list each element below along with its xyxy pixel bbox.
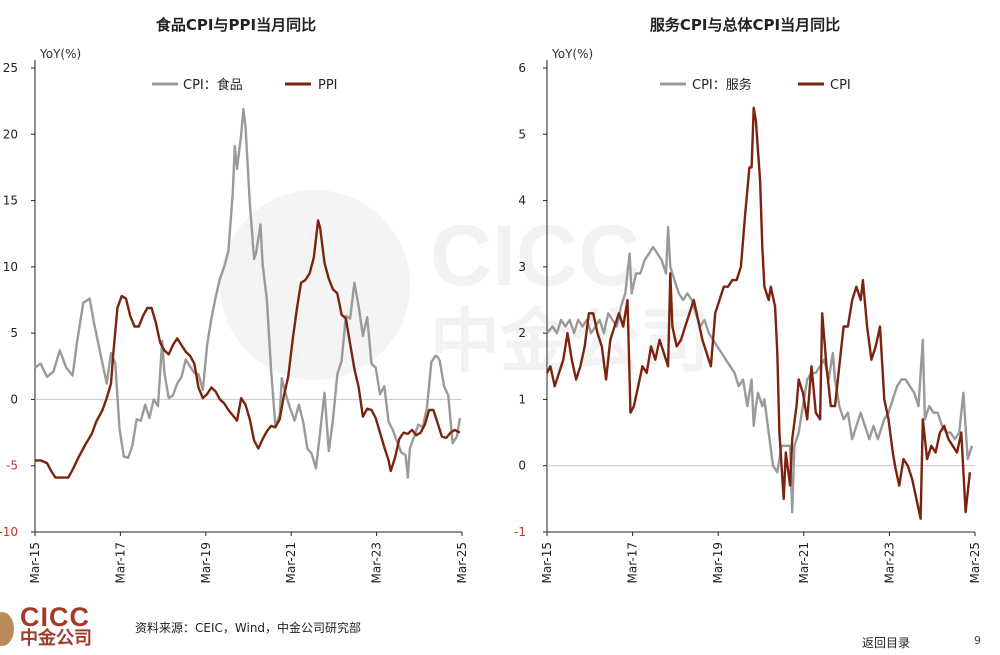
watermark-chinese: 中金公司	[430, 300, 710, 382]
y-axis-label: YoY(%)	[39, 47, 81, 61]
y-tick-label: 5	[10, 326, 18, 340]
x-tick-label: Mar-15	[28, 542, 42, 583]
y-tick-label: -5	[6, 459, 18, 473]
y-tick-label: 1	[518, 392, 526, 406]
logo-latin-text: CICC	[20, 602, 90, 632]
series-line-brown	[545, 106, 972, 520]
y-tick-label: -10	[0, 525, 18, 539]
x-tick-label: Mar-25	[968, 542, 982, 583]
x-tick-label: Mar-19	[199, 542, 213, 583]
x-tick-label: Mar-19	[711, 542, 725, 583]
y-tick-label: 25	[3, 61, 18, 75]
x-tick-label: Mar-21	[797, 542, 811, 583]
legend-label: CPI：服务	[692, 77, 752, 93]
y-tick-label: 4	[518, 194, 526, 208]
cicc-logo: CICC 中金公司	[0, 604, 130, 652]
x-tick-label: Mar-21	[284, 542, 298, 583]
back-to-toc-link[interactable]: 返回目录	[862, 636, 911, 650]
watermark-circle-icon	[220, 190, 410, 380]
legend-label: PPI	[318, 78, 338, 93]
y-tick-label: -1	[514, 525, 526, 539]
y-tick-label: 10	[3, 260, 18, 274]
chart-title: 服务CPI与总体CPI当月同比	[650, 16, 840, 34]
x-tick-label: Mar-23	[370, 542, 384, 583]
series-line-brown	[35, 219, 461, 479]
x-tick-label: Mar-15	[540, 542, 554, 583]
y-tick-label: 20	[3, 127, 18, 141]
legend-label: CPI：食品	[183, 77, 243, 93]
x-tick-label: Mar-23	[882, 542, 896, 583]
watermark-latin: CICC	[430, 208, 640, 304]
y-tick-label: 6	[518, 61, 526, 75]
source-note: 资料来源：CEIC，Wind，中金公司研究部	[135, 621, 362, 635]
legend-label: CPI	[830, 78, 851, 93]
y-axis-label: YoY(%)	[551, 47, 593, 61]
logo-mark-icon	[0, 612, 14, 646]
page-number: 9	[974, 634, 981, 647]
y-tick-label: 15	[3, 194, 18, 208]
y-tick-label: 0	[518, 459, 526, 473]
chart-title: 食品CPI与PPI当月同比	[156, 16, 316, 34]
x-tick-label: Mar-17	[626, 542, 640, 583]
logo-chinese-text: 中金公司	[20, 628, 92, 649]
x-tick-label: Mar-17	[113, 542, 127, 583]
series-line-gray	[546, 225, 974, 514]
x-tick-label: Mar-25	[455, 542, 469, 583]
y-tick-label: 0	[10, 392, 18, 406]
y-tick-label: 2	[518, 326, 526, 340]
y-tick-label: 5	[518, 127, 526, 141]
y-tick-label: 3	[518, 260, 526, 274]
